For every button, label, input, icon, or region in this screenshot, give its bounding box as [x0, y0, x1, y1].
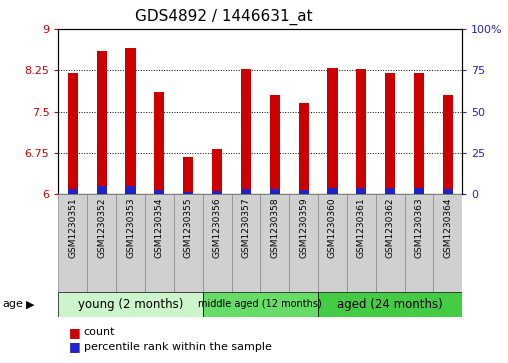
- Bar: [356, 69, 366, 194]
- Text: GSM1230359: GSM1230359: [299, 197, 308, 258]
- Text: age: age: [3, 299, 23, 309]
- Bar: [125, 48, 136, 194]
- Bar: [145, 194, 174, 292]
- Text: ▶: ▶: [26, 299, 35, 309]
- Text: GSM1230355: GSM1230355: [184, 197, 193, 258]
- Bar: [58, 292, 203, 317]
- Bar: [203, 292, 318, 317]
- Bar: [183, 192, 193, 194]
- Bar: [270, 189, 280, 194]
- Bar: [356, 188, 366, 194]
- Bar: [261, 194, 289, 292]
- Bar: [289, 194, 318, 292]
- Bar: [241, 69, 251, 194]
- Text: GSM1230352: GSM1230352: [97, 197, 106, 258]
- Bar: [385, 73, 395, 194]
- Bar: [203, 194, 232, 292]
- Bar: [97, 187, 107, 194]
- Bar: [376, 194, 404, 292]
- Bar: [443, 95, 453, 194]
- Text: middle aged (12 months): middle aged (12 months): [199, 299, 322, 309]
- Text: GSM1230354: GSM1230354: [155, 197, 164, 258]
- Bar: [328, 188, 337, 194]
- Text: GSM1230356: GSM1230356: [212, 197, 221, 258]
- Bar: [174, 194, 203, 292]
- Text: GSM1230361: GSM1230361: [357, 197, 366, 258]
- Text: GSM1230351: GSM1230351: [69, 197, 77, 258]
- Text: GSM1230363: GSM1230363: [415, 197, 424, 258]
- Bar: [241, 189, 251, 194]
- Bar: [328, 68, 337, 194]
- Bar: [318, 292, 462, 317]
- Bar: [270, 95, 280, 194]
- Bar: [433, 194, 462, 292]
- Text: count: count: [84, 327, 115, 337]
- Text: aged (24 months): aged (24 months): [337, 298, 443, 311]
- Bar: [299, 190, 309, 194]
- Bar: [414, 73, 424, 194]
- Text: percentile rank within the sample: percentile rank within the sample: [84, 342, 272, 352]
- Text: GSM1230357: GSM1230357: [241, 197, 250, 258]
- Bar: [68, 73, 78, 194]
- Bar: [154, 190, 165, 194]
- Bar: [299, 103, 309, 194]
- Bar: [154, 92, 165, 194]
- Bar: [97, 51, 107, 194]
- Bar: [68, 189, 78, 194]
- Bar: [385, 188, 395, 194]
- Bar: [212, 149, 222, 194]
- Text: GDS4892 / 1446631_at: GDS4892 / 1446631_at: [135, 9, 312, 25]
- Text: GSM1230358: GSM1230358: [270, 197, 279, 258]
- Bar: [183, 157, 193, 194]
- Bar: [347, 194, 376, 292]
- Text: GSM1230360: GSM1230360: [328, 197, 337, 258]
- Text: GSM1230362: GSM1230362: [386, 197, 395, 258]
- Bar: [116, 194, 145, 292]
- Bar: [125, 187, 136, 194]
- Bar: [443, 189, 453, 194]
- Bar: [318, 194, 347, 292]
- Text: young (2 months): young (2 months): [78, 298, 183, 311]
- Text: GSM1230353: GSM1230353: [126, 197, 135, 258]
- Bar: [414, 188, 424, 194]
- Bar: [87, 194, 116, 292]
- Text: ■: ■: [69, 326, 80, 339]
- Bar: [212, 191, 222, 194]
- Bar: [58, 194, 87, 292]
- Bar: [404, 194, 433, 292]
- Text: ■: ■: [69, 340, 80, 353]
- Text: GSM1230364: GSM1230364: [443, 197, 452, 258]
- Bar: [232, 194, 261, 292]
